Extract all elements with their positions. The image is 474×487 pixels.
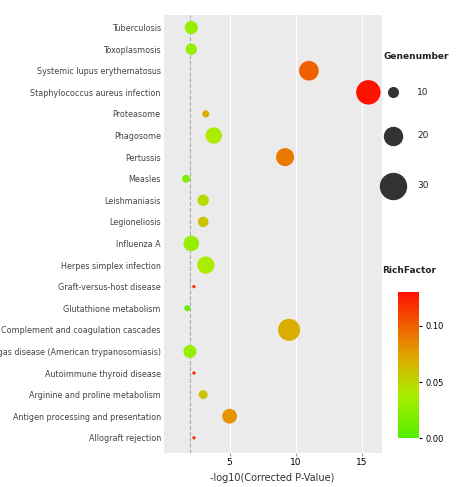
Text: Genenumber: Genenumber <box>384 52 449 61</box>
Point <box>200 218 207 226</box>
Point <box>186 348 194 356</box>
Point <box>190 434 198 442</box>
Point <box>389 132 396 140</box>
Point <box>389 182 396 190</box>
Text: 10: 10 <box>417 88 428 97</box>
Point <box>188 24 195 32</box>
Point <box>190 283 198 291</box>
Text: RichFactor: RichFactor <box>382 266 436 275</box>
Point <box>285 326 293 334</box>
Point <box>188 45 195 53</box>
Point <box>190 369 198 377</box>
Point <box>226 412 233 420</box>
Text: 30: 30 <box>417 181 428 190</box>
Point <box>389 89 396 96</box>
X-axis label: -log10(Corrected P-Value): -log10(Corrected P-Value) <box>210 473 335 483</box>
Point <box>188 240 195 247</box>
Point <box>200 196 207 204</box>
Point <box>305 67 313 75</box>
Text: 20: 20 <box>417 131 428 140</box>
Point <box>182 175 190 183</box>
Point <box>202 110 210 118</box>
Point <box>202 261 210 269</box>
Point <box>183 304 191 312</box>
Point <box>200 391 207 398</box>
Point <box>210 131 218 139</box>
Point <box>365 89 372 96</box>
Point <box>281 153 289 161</box>
